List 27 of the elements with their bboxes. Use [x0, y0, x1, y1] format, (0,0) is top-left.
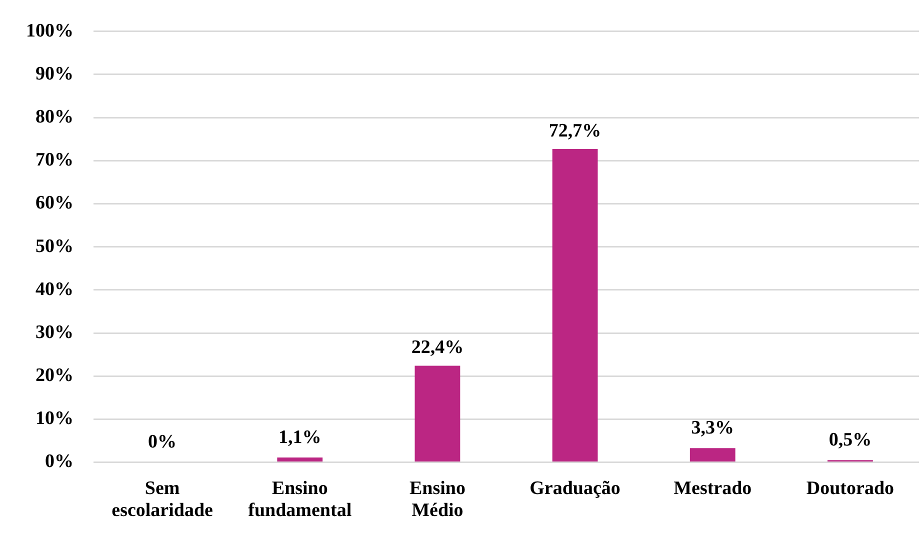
y-tick-label: 0% — [45, 451, 74, 472]
bar — [414, 366, 460, 462]
y-tick-label: 30% — [36, 322, 74, 343]
y-tick-label: 60% — [36, 192, 74, 214]
x-tick-label: Ensino Médio — [409, 478, 466, 521]
y-tick-label: 40% — [36, 278, 74, 300]
y-tick-label: 70% — [36, 150, 74, 171]
data-label: 0% — [148, 432, 177, 453]
x-tick-label: Doutorado — [806, 478, 894, 500]
data-label: 72,7% — [548, 120, 602, 142]
y-tick-label: 100% — [26, 20, 74, 42]
x-tick-label: Sem escolaridade — [112, 478, 213, 521]
y-tick-label: 50% — [36, 236, 74, 257]
x-tick-label: Mestrado — [674, 478, 752, 500]
data-label: 0,5% — [828, 430, 872, 451]
data-label: 22,4% — [411, 337, 464, 358]
x-tick-label: Ensino fundamental — [248, 478, 352, 521]
y-tick-label: 20% — [36, 365, 74, 386]
x-tick-label: Graduação — [530, 478, 620, 500]
data-label: 3,3% — [691, 417, 734, 438]
data-label: 1,1% — [278, 426, 322, 448]
bar — [690, 448, 736, 462]
y-tick-label: 80% — [36, 106, 74, 128]
bar — [552, 149, 598, 462]
y-tick-label: 10% — [36, 408, 74, 430]
bar — [277, 458, 323, 462]
y-tick-label: 90% — [36, 63, 74, 84]
